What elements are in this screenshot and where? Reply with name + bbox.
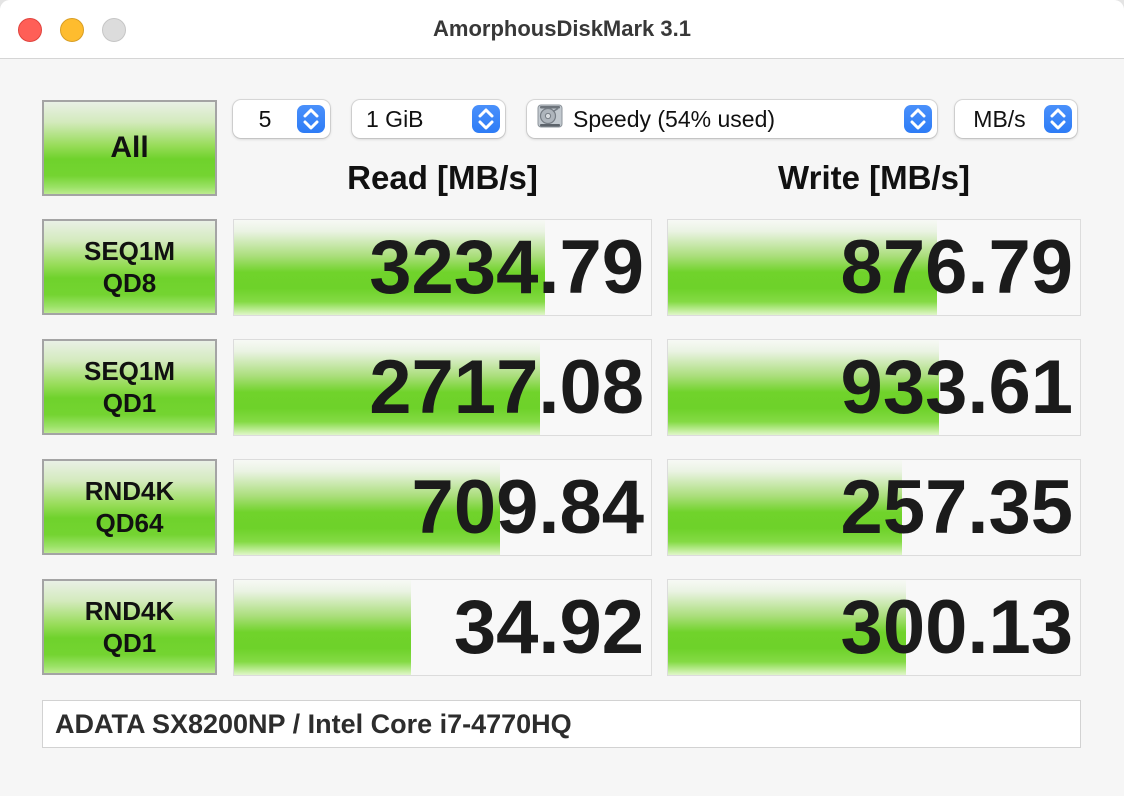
window-title: AmorphousDiskMark 3.1: [433, 16, 691, 41]
test-size-value: 1 GiB: [366, 105, 424, 132]
test-button-seq1m-qd8[interactable]: SEQ1M QD8: [42, 219, 217, 315]
result-bar: [234, 460, 501, 555]
trial-count-value: 5: [258, 105, 272, 132]
write-result-value: 300.13: [840, 584, 1073, 670]
minimize-icon[interactable]: [60, 18, 84, 42]
unit-dropdown[interactable]: MB/s: [955, 100, 1077, 138]
result-bar: [668, 220, 938, 315]
write-column-header: Write [MB/s]: [778, 159, 970, 196]
write-result-value: 933.61: [840, 344, 1073, 430]
read-result-cell: 34.92: [233, 579, 652, 676]
read-result-cell: 3234.79: [233, 219, 652, 316]
test-label: SEQ1M: [83, 355, 176, 386]
test-label: QD8: [102, 268, 157, 298]
main-content: All 5 1 GiB: [0, 59, 1124, 796]
window-controls: [18, 18, 126, 42]
device-info-bar: ADATA SX8200NP / Intel Core i7-4770HQ: [42, 700, 1081, 748]
stepper-icon: [904, 105, 932, 133]
test-label: RND4K: [84, 595, 175, 626]
test-label: QD1: [102, 628, 157, 658]
write-result-value: 876.79: [840, 224, 1073, 310]
test-label: QD1: [102, 388, 157, 418]
stepper-icon: [472, 105, 500, 133]
test-button-rnd4k-qd64[interactable]: RND4K QD64: [42, 459, 217, 555]
test-button-seq1m-qd1[interactable]: SEQ1M QD1: [42, 339, 217, 435]
test-size-dropdown[interactable]: 1 GiB: [352, 100, 505, 138]
result-bar: [668, 340, 940, 435]
result-bar: [668, 580, 906, 675]
read-column-header: Read [MB/s]: [347, 159, 538, 196]
target-drive-dropdown[interactable]: Speedy (54% used): [527, 100, 937, 138]
device-info-text: ADATA SX8200NP / Intel Core i7-4770HQ: [55, 708, 572, 739]
zoom-icon: [102, 18, 126, 42]
test-label: RND4K: [84, 475, 175, 506]
write-result-cell: 876.79: [667, 219, 1081, 316]
stepper-icon: [1044, 105, 1072, 133]
test-label: QD64: [95, 508, 164, 538]
result-bar: [234, 220, 546, 315]
trial-count-dropdown[interactable]: 5: [233, 100, 330, 138]
title-bar: AmorphousDiskMark 3.1: [0, 0, 1124, 59]
hard-drive-icon: [537, 103, 563, 135]
test-label: SEQ1M: [83, 235, 176, 266]
read-result-cell: 2717.08: [233, 339, 652, 436]
all-tests-button[interactable]: All: [42, 100, 217, 196]
stepper-icon: [297, 105, 325, 133]
write-result-cell: 257.35: [667, 459, 1081, 556]
read-result-value: 3234.79: [369, 224, 644, 310]
read-result-value: 2717.08: [369, 344, 644, 430]
write-result-value: 257.35: [840, 464, 1073, 550]
test-button-rnd4k-qd1[interactable]: RND4K QD1: [42, 579, 217, 675]
write-result-cell: 933.61: [667, 339, 1081, 436]
close-icon[interactable]: [18, 18, 42, 42]
target-drive-value: Speedy (54% used): [573, 105, 776, 132]
write-result-cell: 300.13: [667, 579, 1081, 676]
read-result-value: 709.84: [411, 464, 644, 550]
result-bar: [234, 580, 412, 675]
unit-value: MB/s: [973, 105, 1026, 132]
read-result-cell: 709.84: [233, 459, 652, 556]
result-bar: [234, 340, 541, 435]
read-result-value: 34.92: [453, 584, 644, 670]
result-bar: [668, 460, 902, 555]
